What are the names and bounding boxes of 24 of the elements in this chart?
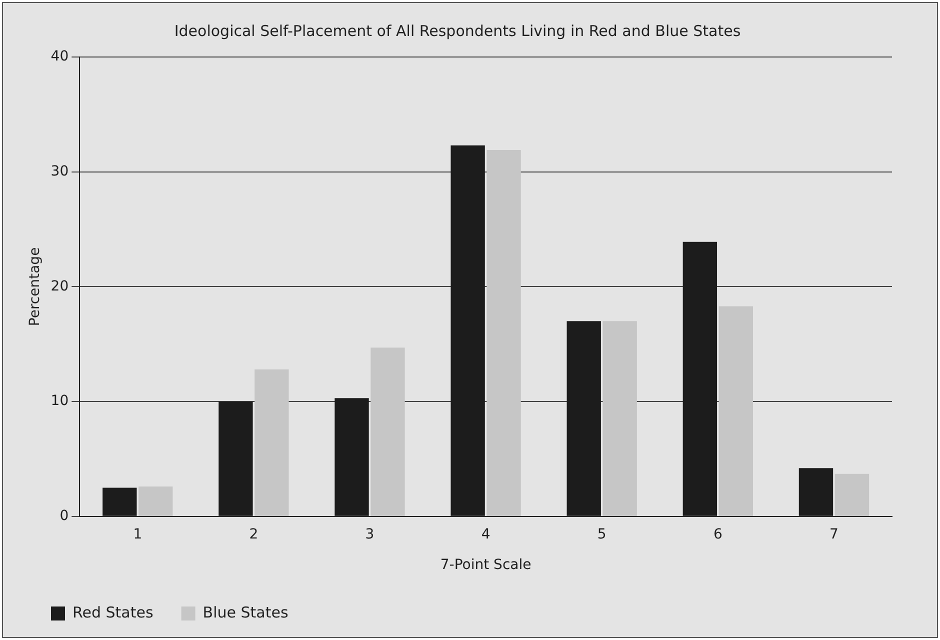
y-tick-label: 20: [50, 278, 69, 294]
bar: [370, 348, 405, 516]
y-tick-label: 10: [50, 393, 69, 410]
x-axis-title: 7-Point Scale: [440, 557, 532, 574]
bar: [602, 321, 637, 516]
x-tick-label: 1: [133, 526, 142, 542]
bar: [486, 150, 521, 516]
x-tick-label: 3: [365, 526, 374, 542]
x-tick-label: 6: [713, 526, 722, 542]
legend-label: Blue States: [202, 603, 288, 622]
y-tick-label: 0: [60, 508, 69, 524]
y-tick-label: 30: [50, 163, 69, 180]
x-tick-label: 7: [830, 526, 838, 542]
x-tick-label: 4: [481, 526, 490, 542]
bar: [718, 306, 753, 516]
bar: [834, 474, 870, 516]
x-tick-label: 5: [597, 526, 606, 542]
y-tick-label: 40: [50, 48, 69, 65]
y-axis-title: Percentage: [27, 247, 44, 326]
x-tick-label: 2: [249, 526, 258, 542]
chart-title: Ideological Self-Placement of All Respondents Living in Red and Blue States: [174, 22, 741, 40]
legend-label: Red States: [72, 603, 154, 622]
bar: [254, 369, 289, 516]
bar: [138, 486, 173, 516]
